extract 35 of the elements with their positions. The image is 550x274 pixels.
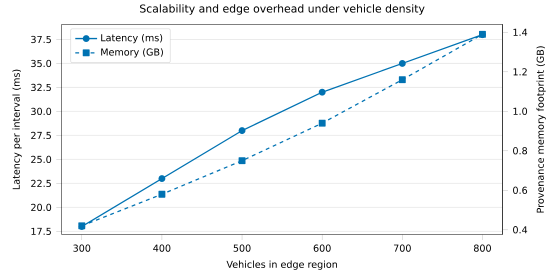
y-tick-label: 17.5	[32, 228, 51, 235]
point	[158, 175, 166, 182]
y2-tick-label: 0.8	[513, 147, 528, 154]
y-tick-label: 20.0	[31, 204, 52, 211]
x-tick-label: 800	[474, 244, 491, 252]
x-tick-label: 700	[394, 244, 411, 252]
x-axis-title: Vehicles in edge region	[226, 260, 337, 270]
y2-tick-label: 1.2	[514, 68, 527, 76]
legend-label: Memory (GB)	[101, 48, 163, 58]
y2-tick-label: 1.0	[514, 108, 528, 115]
y2-axis-title: Provenance memory footprint (GB)	[536, 46, 546, 212]
y2-tick-label: 1.4	[514, 28, 528, 36]
point	[238, 157, 246, 164]
point	[238, 127, 246, 134]
y2-tick-label: 0.4	[513, 226, 528, 234]
x-tick-label: 300	[73, 244, 90, 252]
legend-label: Latency (ms)	[101, 34, 162, 44]
y-axis-title: Latency per interval (ms)	[12, 70, 22, 190]
y-tick-label: 35.0	[31, 60, 52, 68]
y2-tick-label: 0.6	[513, 186, 528, 194]
x-tick-label: 400	[153, 244, 170, 252]
y-tick-label: 27.5	[31, 132, 51, 140]
point	[158, 190, 166, 198]
point	[318, 120, 326, 127]
point	[398, 60, 406, 67]
y-tick-label: 32.5	[31, 84, 51, 92]
point	[398, 76, 406, 84]
chart-title: Scalability and edge overhead under vehicle density	[140, 4, 425, 15]
point	[318, 88, 326, 96]
y-tick-label: 37.5	[31, 36, 51, 44]
x-tick-label: 600	[314, 244, 331, 252]
y-tick-label: 25.0	[31, 156, 52, 164]
y-tick-label: 30.0	[31, 108, 52, 116]
y-tick-label: 22.5	[31, 180, 51, 187]
x-tick-label: 500	[234, 244, 251, 252]
